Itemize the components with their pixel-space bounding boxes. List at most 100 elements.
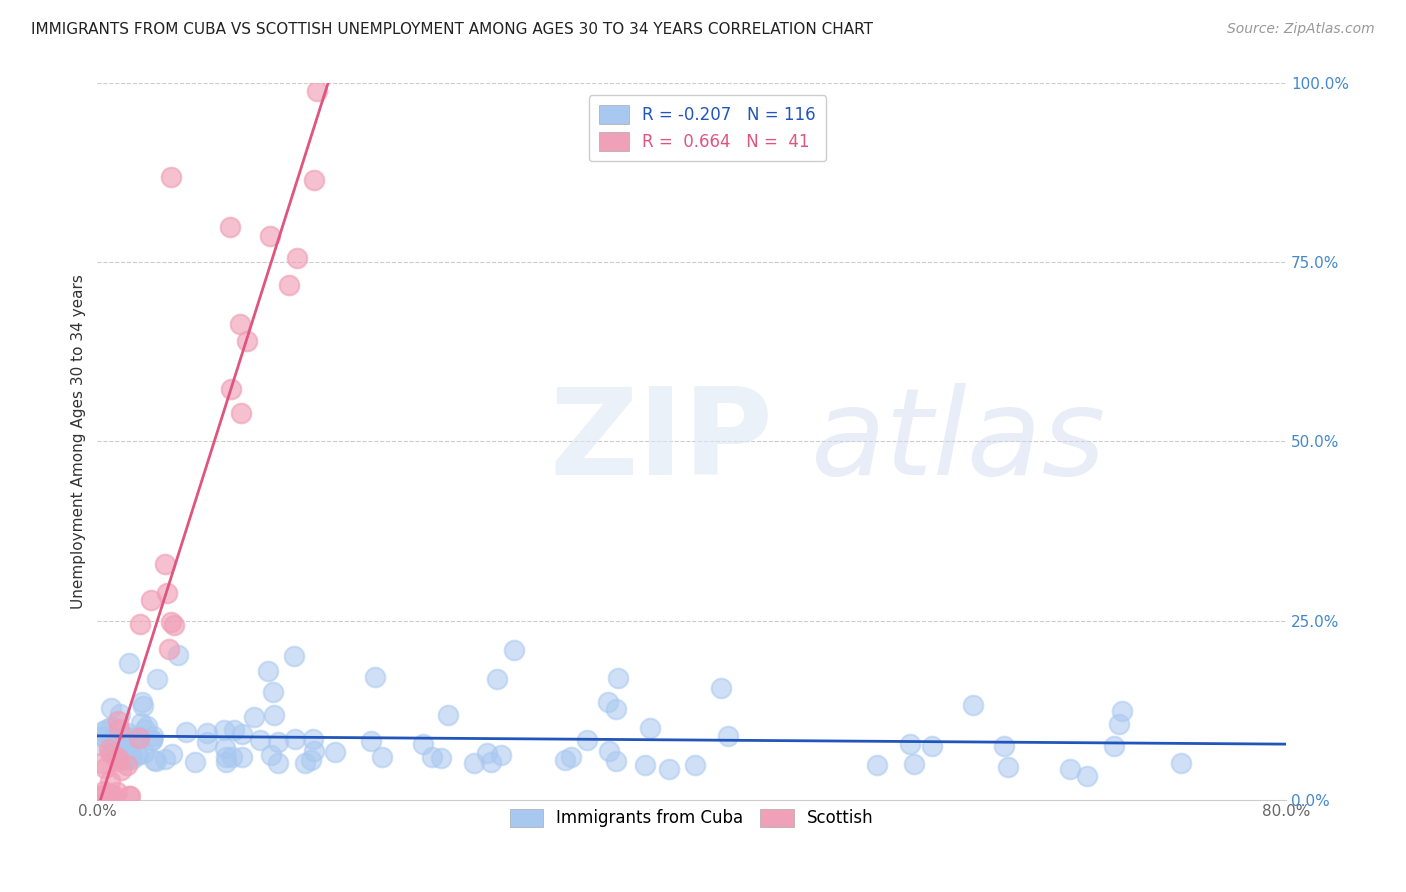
Point [160,747,183,762]
Point [101,747,124,761]
Point [107,751,129,765]
Point [283,649,305,664]
Point [89,789,111,803]
Point [132,746,155,760]
Point [91,730,114,744]
Point [304,744,326,758]
Point [236,334,259,348]
Point [215,750,238,764]
Point [110,764,132,778]
Point [489,747,512,762]
Point [118,789,141,803]
Point [215,755,238,769]
Point [156,586,179,600]
Point [107,754,129,768]
Point [997,760,1019,774]
Point [222,723,245,738]
Point [128,731,150,746]
Point [139,592,162,607]
Point [214,741,236,756]
Legend: Immigrants from Cuba, Scottish: Immigrants from Cuba, Scottish [503,802,880,834]
Point [259,228,281,243]
Point [685,757,707,772]
Point [114,752,136,766]
Point [606,671,628,685]
Point [105,747,128,762]
Point [112,741,135,756]
Point [294,756,316,770]
Point [993,739,1015,753]
Point [307,84,329,98]
Point [93,761,115,775]
Point [104,747,127,761]
Point [259,748,281,763]
Point [302,731,325,746]
Point [115,729,138,743]
Point [157,642,180,657]
Point [117,758,139,772]
Point [127,747,149,762]
Point [214,723,236,737]
Y-axis label: Unemployment Among Ages 30 to 34 years: Unemployment Among Ages 30 to 34 years [72,274,86,609]
Point [364,669,387,683]
Point [596,695,619,709]
Point [104,735,127,749]
Point [229,317,252,331]
Point [866,757,889,772]
Point [108,735,131,749]
Point [93,784,115,798]
Point [91,723,114,738]
Point [114,739,136,753]
Point [103,789,125,803]
Point [107,723,129,737]
Point [160,169,183,184]
Point [141,733,163,747]
Point [145,754,167,768]
Point [110,750,132,764]
Point [114,730,136,744]
Point [242,710,264,724]
Point [100,720,122,734]
Point [921,739,943,753]
Point [898,737,921,751]
Point [575,732,598,747]
Point [142,729,165,743]
Point [167,648,190,662]
Point [503,643,526,657]
Point [125,747,148,761]
Point [605,702,627,716]
Point [155,752,177,766]
Point [89,789,111,803]
Point [120,789,142,803]
Point [195,735,218,749]
Point [412,737,434,751]
Point [103,739,125,754]
Point [105,785,128,799]
Point [1104,739,1126,753]
Point [117,752,139,766]
Point [709,681,731,695]
Point [163,618,186,632]
Point [323,746,346,760]
Point [299,754,322,768]
Point [278,278,301,293]
Point [120,748,142,763]
Point [302,173,325,187]
Point [903,757,925,772]
Point [118,731,141,746]
Point [1108,716,1130,731]
Point [1076,769,1098,783]
Point [221,750,243,764]
Text: IMMIGRANTS FROM CUBA VS SCOTTISH UNEMPLOYMENT AMONG AGES 30 TO 34 YEARS CORRELAT: IMMIGRANTS FROM CUBA VS SCOTTISH UNEMPLO… [31,22,873,37]
Point [132,698,155,713]
Point [1111,704,1133,718]
Point [429,751,451,765]
Point [100,787,122,801]
Point [485,672,508,686]
Point [98,773,121,788]
Point [110,739,132,754]
Point [118,657,141,671]
Text: Source: ZipAtlas.com: Source: ZipAtlas.com [1227,22,1375,37]
Point [129,616,152,631]
Point [195,726,218,740]
